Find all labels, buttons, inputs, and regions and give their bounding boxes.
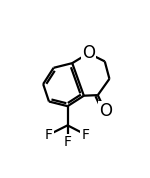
Text: F: F (64, 135, 72, 149)
Text: O: O (82, 44, 95, 62)
Text: F: F (45, 128, 53, 142)
Text: F: F (82, 128, 90, 142)
Text: O: O (99, 102, 112, 120)
